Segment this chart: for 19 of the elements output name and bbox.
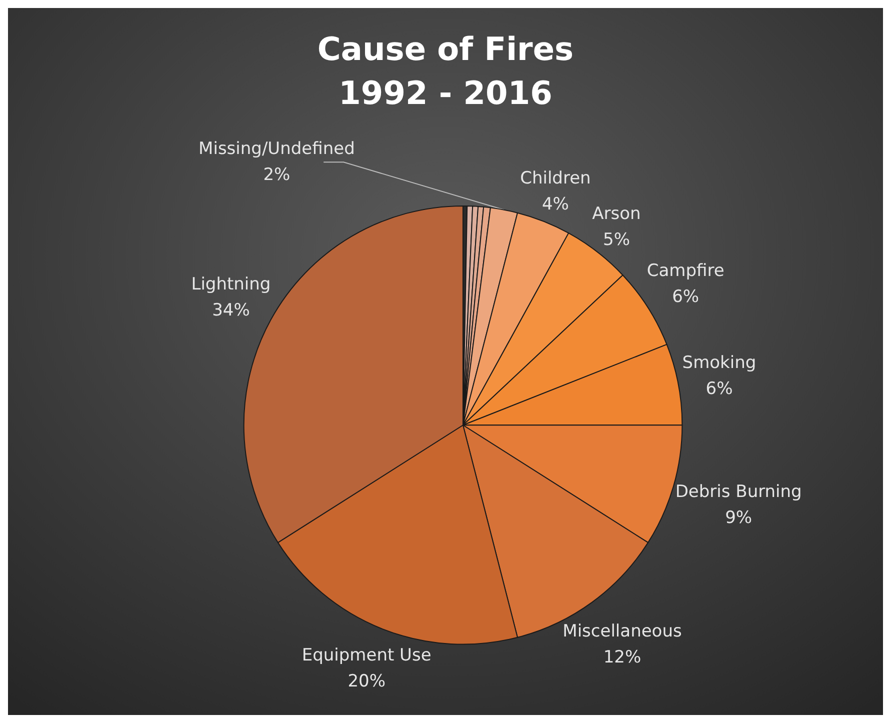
slice-label: Missing/Undefined	[198, 139, 355, 160]
data-label: 34%	[212, 300, 250, 321]
data-label: 6%	[706, 379, 733, 400]
slice-label: Lightning	[191, 274, 271, 295]
data-label: 9%	[725, 508, 752, 528]
slice-label: Arson	[592, 204, 641, 224]
data-label: 4%	[542, 194, 569, 215]
data-label: 5%	[603, 230, 630, 250]
data-label: 12%	[603, 647, 642, 668]
slice-label: Children	[520, 168, 591, 189]
slice-label: Equipment Use	[302, 646, 432, 666]
slice-label: Miscellaneous	[562, 621, 682, 642]
chart-title: Cause of Fires 1992 - 2016	[317, 30, 574, 112]
data-label: 6%	[672, 286, 700, 307]
slice-label: Smoking	[682, 353, 756, 374]
data-label: 2%	[263, 165, 290, 186]
data-label: 20%	[348, 672, 386, 692]
slice-label: Debris Burning	[675, 482, 802, 502]
slice-label: Campfire	[646, 260, 724, 281]
